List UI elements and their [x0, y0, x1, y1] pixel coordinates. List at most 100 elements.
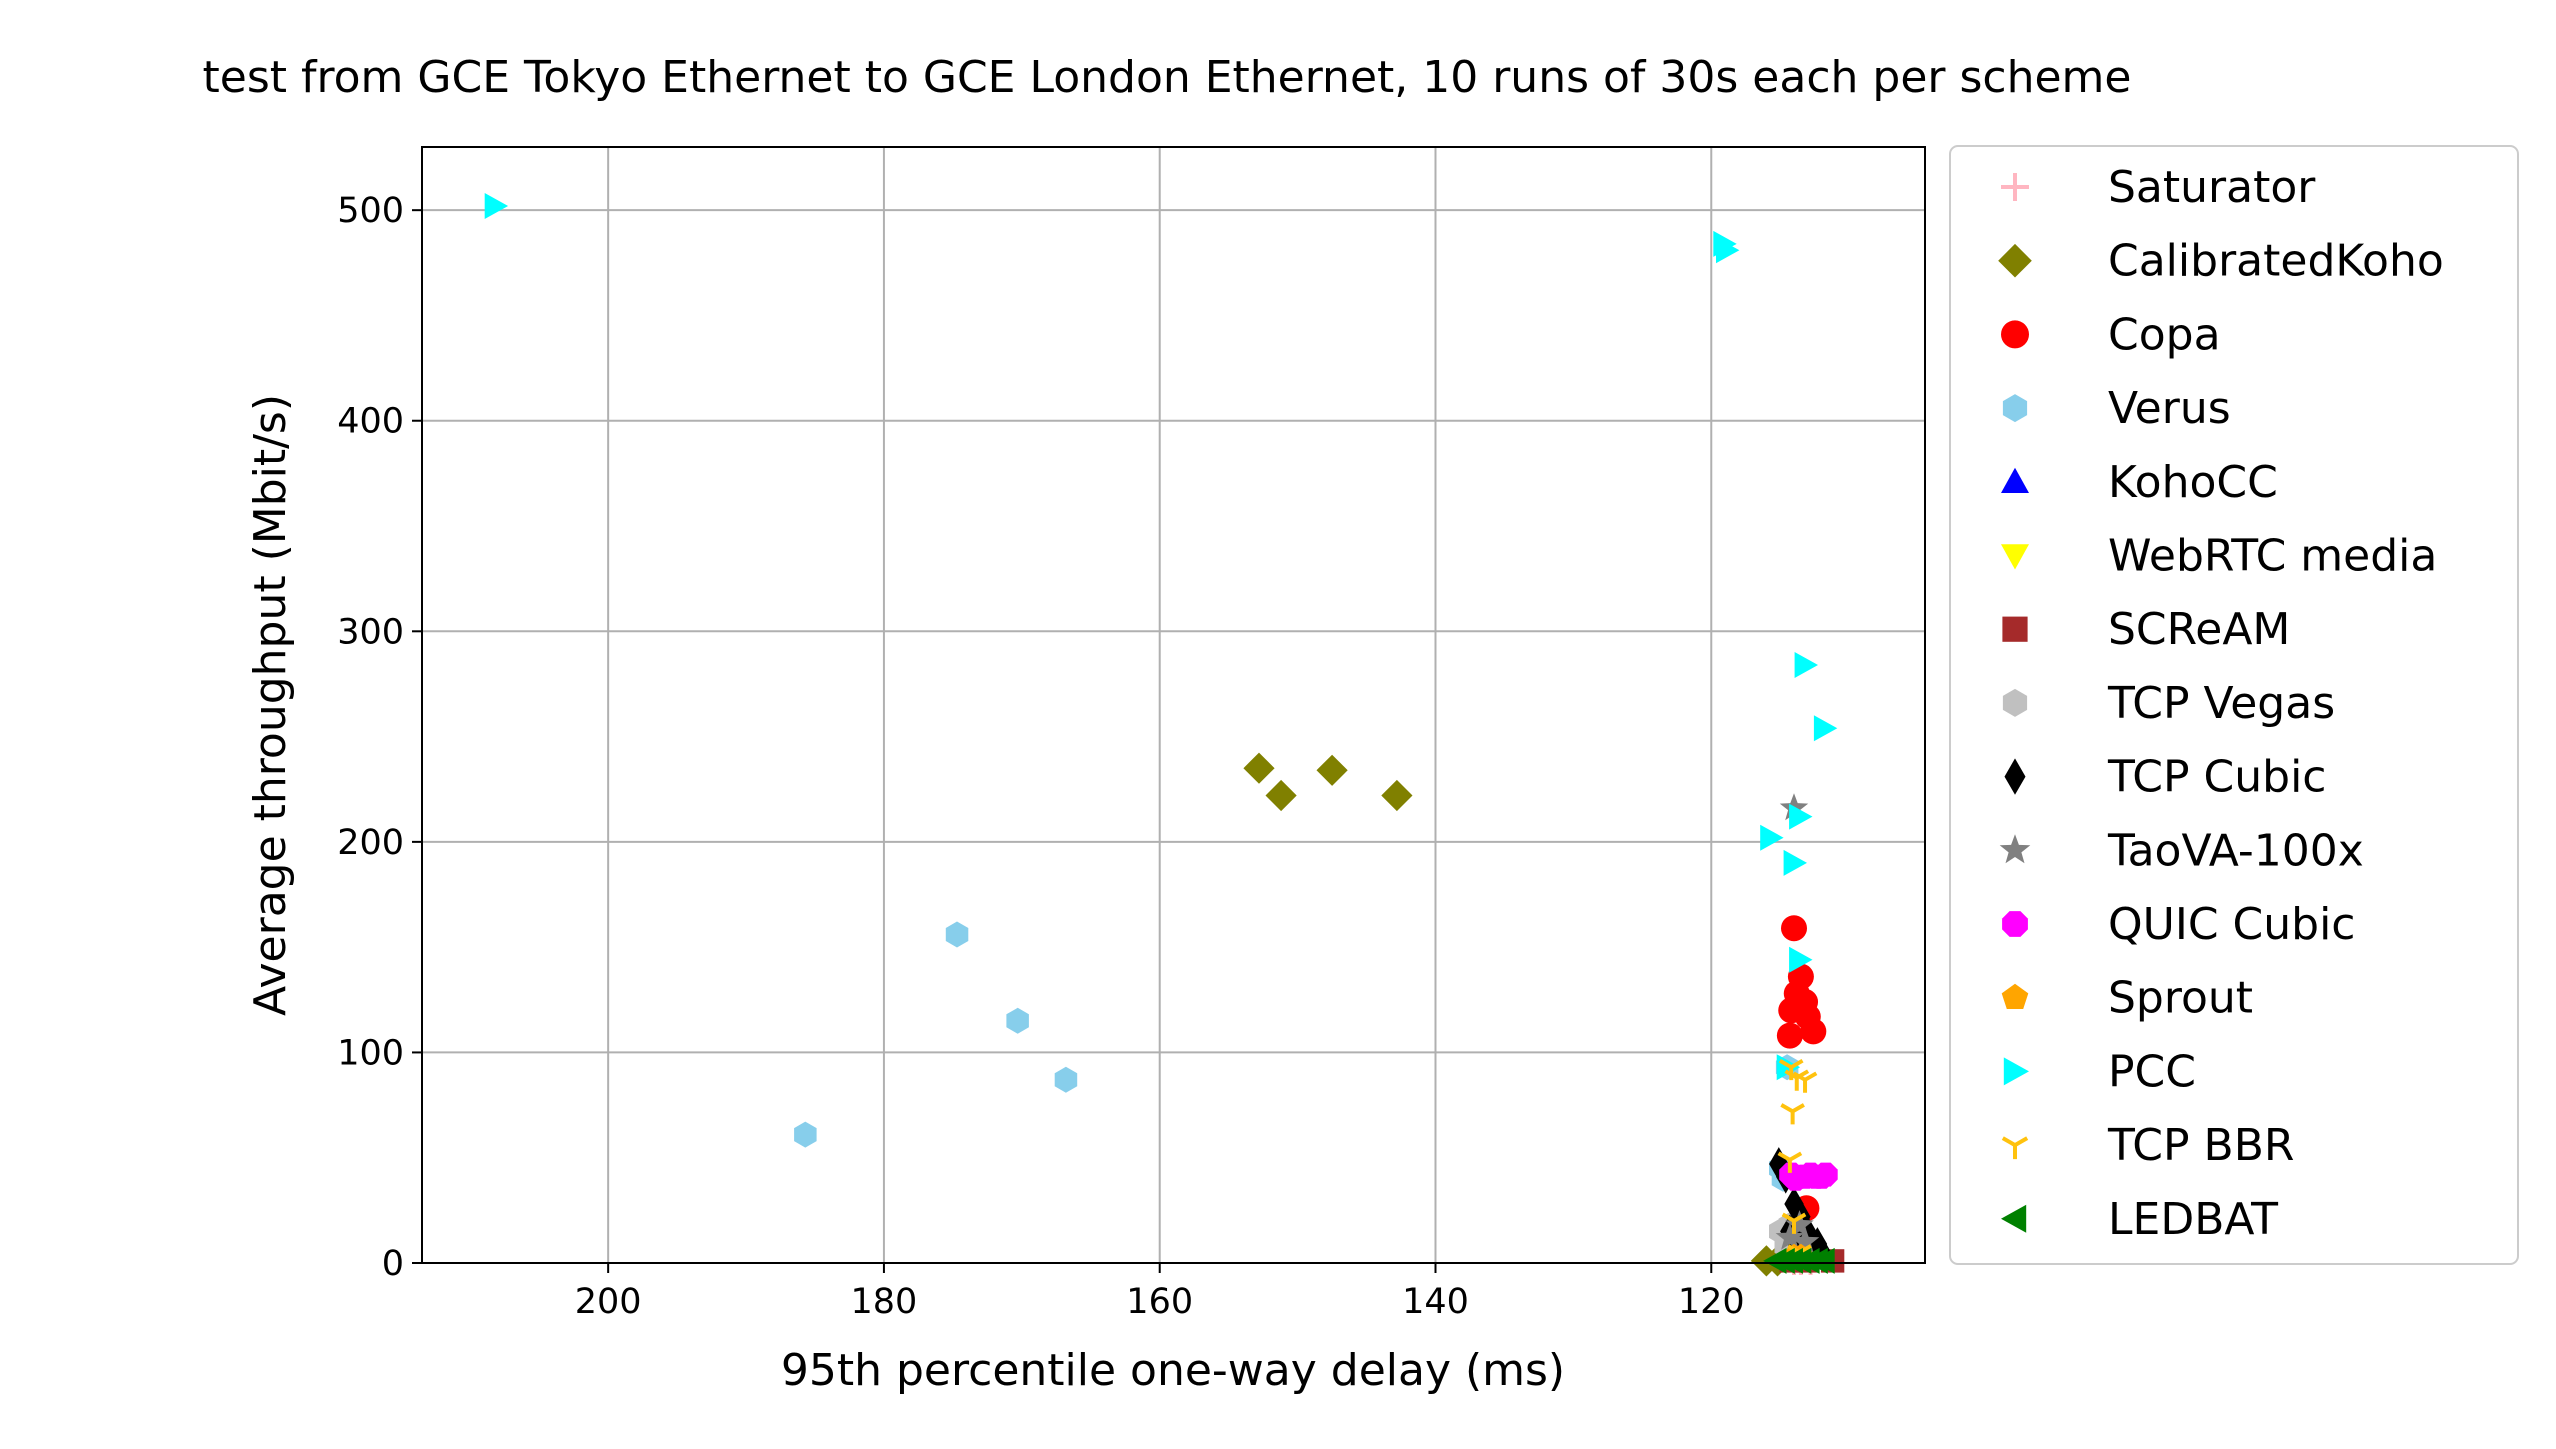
legend-item: TaoVA-100x	[1999, 825, 2364, 876]
legend-item: WebRTC media	[2001, 531, 2437, 582]
x-axis-ticks: 200 180 160 140 120	[575, 1263, 1745, 1322]
legend-item: QUIC Cubic	[2002, 899, 2355, 950]
data-point	[1813, 715, 1838, 742]
legend-marker	[2002, 394, 2028, 423]
legend-item: PCC	[2003, 1046, 2196, 1097]
series-pcc	[484, 193, 1838, 1081]
data-point	[1381, 779, 1413, 812]
data-point	[1789, 946, 1813, 973]
legend-marker	[2001, 544, 2029, 570]
data-point	[794, 1121, 817, 1148]
chart-title: test from GCE Tokyo Ethernet to GCE Lond…	[203, 52, 2132, 103]
legend-marker	[1999, 834, 2031, 864]
legend-item: Sprout	[2001, 973, 2253, 1024]
legend-marker	[2001, 983, 2029, 1009]
legend-label: Verus	[2108, 383, 2231, 434]
legend-label: PCC	[2108, 1046, 2196, 1097]
data-point	[1784, 1187, 1804, 1221]
legend-marker	[2002, 616, 2028, 642]
data-point	[1776, 1022, 1803, 1049]
legend-marker	[2001, 467, 2029, 493]
legend-label: CalibratedKoho	[2108, 236, 2444, 287]
legend-item: KohoCC	[2001, 457, 2278, 508]
data-point	[1265, 779, 1297, 812]
data-point	[1243, 752, 1275, 784]
legend-marker	[2004, 758, 2026, 795]
data-point	[1054, 1066, 1078, 1093]
legend-label: Sprout	[2108, 973, 2253, 1024]
data-point	[1716, 237, 1740, 264]
legend-label: LEDBAT	[2108, 1194, 2278, 1245]
legend-marker	[2002, 911, 2028, 937]
legend-label: Copa	[2108, 309, 2221, 360]
data-point	[1783, 1166, 1808, 1191]
legend-item: Saturator	[2001, 162, 2316, 213]
series-ledbat	[1763, 1247, 1835, 1274]
legend-marker	[2002, 688, 2028, 717]
legend-label: Saturator	[2108, 162, 2316, 213]
data-point	[1790, 1227, 1820, 1254]
legend-item: Verus	[2002, 383, 2231, 434]
legend-item: Copa	[2001, 309, 2221, 360]
legend-label: TCP BBR	[2107, 1120, 2294, 1171]
legend-item: TCP Cubic	[2004, 752, 2327, 803]
grid-lines	[422, 147, 1925, 1264]
data-point	[1777, 1151, 1803, 1173]
legend-label: WebRTC media	[2108, 531, 2437, 582]
data-point	[1800, 1018, 1827, 1045]
legend-item: TCP Vegas	[2002, 678, 2335, 729]
legend-marker	[2001, 1204, 2027, 1233]
data-point	[1811, 1247, 1835, 1274]
data-point	[1006, 1007, 1029, 1034]
y-tick-label: 400	[337, 402, 404, 442]
legend-marker	[2001, 320, 2029, 349]
legend-marker	[2001, 1136, 2029, 1160]
data-point	[1792, 1071, 1818, 1093]
y-tick-label: 500	[337, 191, 404, 231]
legend-label: KohoCC	[2108, 457, 2278, 508]
legend-marker	[2003, 1057, 2029, 1086]
data-point	[1785, 1210, 1814, 1238]
plot-frame	[421, 146, 1926, 1264]
x-axis-label: 95th percentile one-way delay (ms)	[781, 1345, 1565, 1396]
y-tick-label: 0	[382, 1244, 404, 1284]
data-point	[1813, 1162, 1838, 1187]
legend-item: LEDBAT	[2001, 1194, 2278, 1245]
legend-label: TCP Cubic	[2107, 752, 2327, 803]
legend-label: TaoVA-100x	[2107, 825, 2364, 876]
data-point	[484, 193, 509, 219]
data-point	[1781, 915, 1808, 942]
x-tick-label: 160	[1126, 1282, 1193, 1322]
legend-label: SCReAM	[2108, 604, 2290, 655]
data-point	[1760, 824, 1784, 851]
data-point	[945, 921, 969, 948]
legend-item: SCReAM	[2002, 604, 2290, 655]
series-verus	[794, 921, 1799, 1192]
x-tick-label: 200	[575, 1282, 642, 1322]
legend-item: CalibratedKoho	[1998, 236, 2444, 287]
y-axis-label: Average throughput (Mbit/s)	[245, 394, 296, 1016]
y-tick-label: 100	[337, 1033, 404, 1073]
legend-marker	[2001, 173, 2029, 201]
legend-marker	[1998, 243, 2032, 278]
series-copa	[1776, 915, 1827, 1222]
data-point	[1789, 803, 1813, 830]
data-point	[1780, 1103, 1805, 1125]
y-tick-label: 200	[337, 823, 404, 863]
x-tick-label: 120	[1678, 1282, 1745, 1322]
data-point	[1783, 849, 1807, 876]
data-point	[1781, 1212, 1807, 1234]
x-tick-label: 180	[851, 1282, 918, 1322]
legend-label: TCP Vegas	[2107, 678, 2335, 729]
data-point	[1316, 754, 1348, 786]
y-tick-label: 300	[337, 612, 404, 652]
data-point	[1775, 1222, 1805, 1250]
x-tick-label: 140	[1402, 1282, 1469, 1322]
legend-label: QUIC Cubic	[2108, 899, 2355, 950]
legend-item: TCP BBR	[2001, 1120, 2294, 1171]
y-axis-ticks: 0 100 200 300 400 500	[337, 191, 422, 1284]
legend-box	[1949, 145, 2519, 1265]
data-point	[1769, 1147, 1789, 1181]
data-point	[1794, 652, 1818, 678]
